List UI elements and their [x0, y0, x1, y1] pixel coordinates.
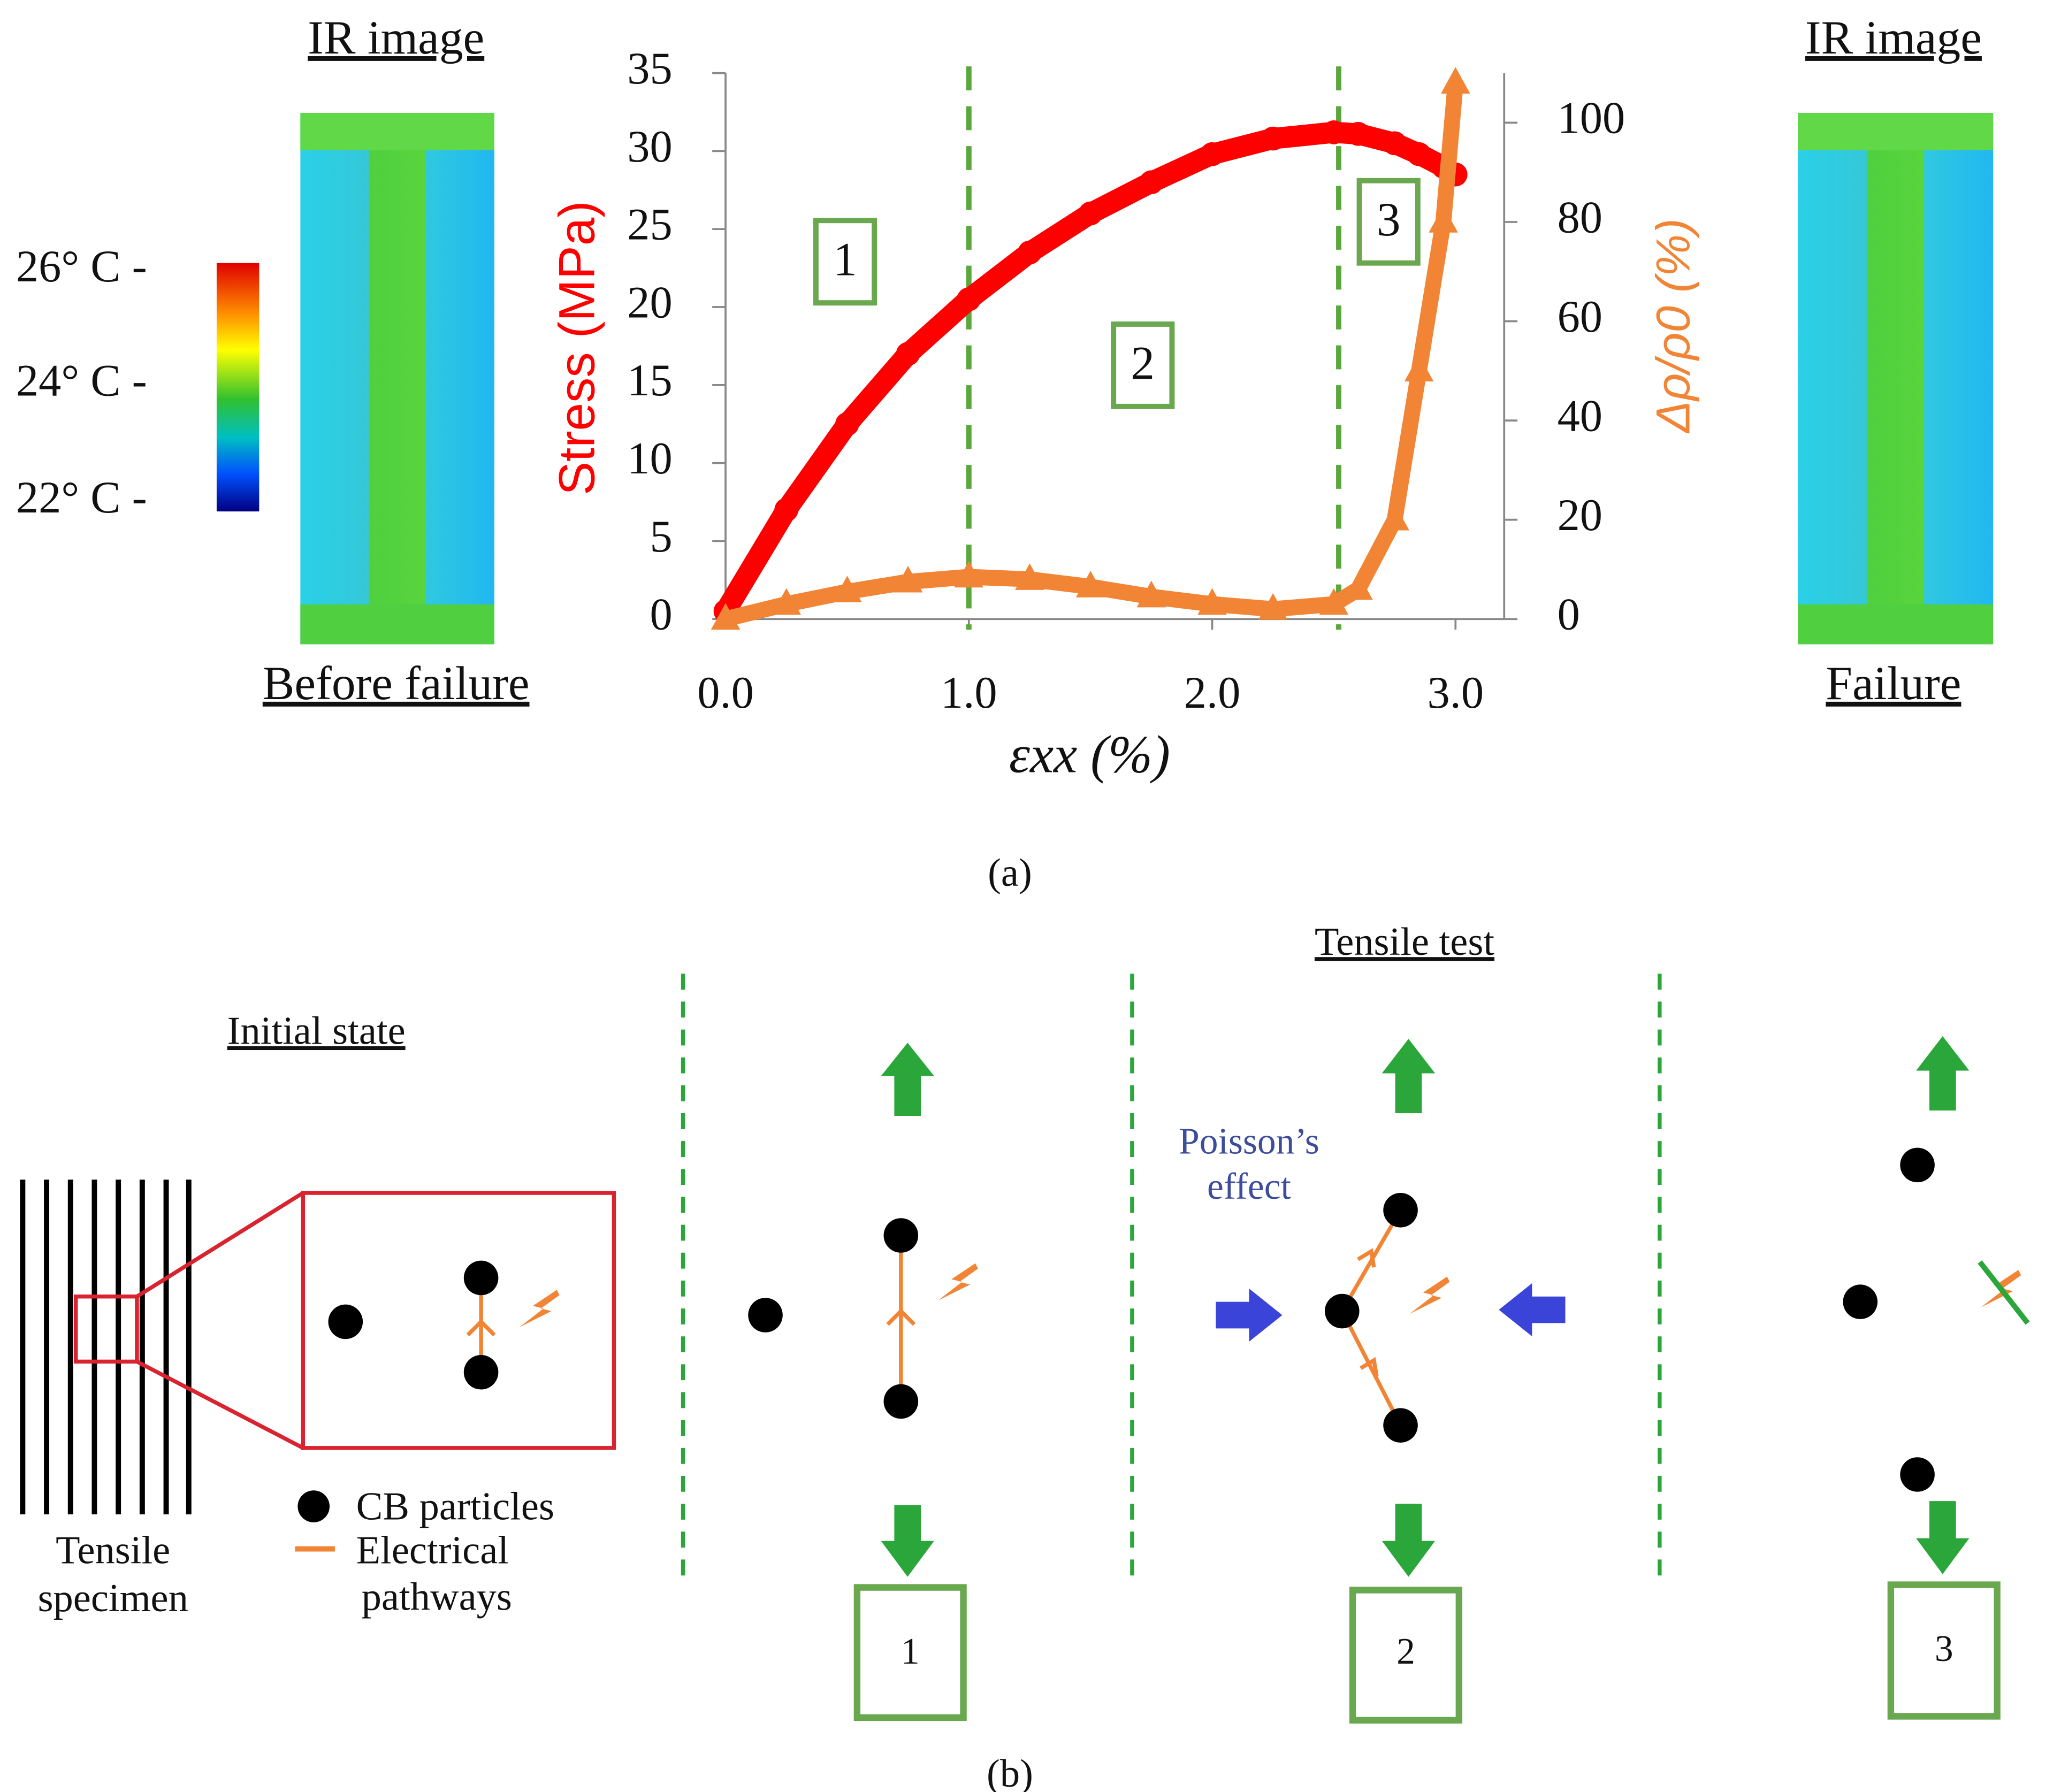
- y2-tick-label: 80: [1558, 193, 1602, 242]
- ir-title: IR image: [308, 11, 484, 64]
- x-tick-label: 1.0: [941, 668, 997, 718]
- colorbar-label: 24° C -: [16, 356, 147, 406]
- section-title: Initial state: [227, 1009, 406, 1053]
- load-arrow: [881, 1036, 1970, 1577]
- y2-tick-label: 60: [1558, 292, 1602, 342]
- point: [774, 497, 799, 522]
- y-tick-label: 0: [650, 590, 672, 640]
- ir-image: [300, 113, 494, 645]
- panel-label: (b): [987, 1752, 1033, 1792]
- x-tick-label: 3.0: [1428, 668, 1484, 718]
- point: [1078, 201, 1103, 226]
- broken-path: [1978, 1260, 2030, 1325]
- colorbar: [216, 263, 260, 512]
- section-title: Tensile test: [1315, 920, 1494, 964]
- point: [1015, 563, 1044, 590]
- point: [896, 342, 920, 366]
- legend-dot: [297, 1490, 330, 1522]
- y-tick-label: 5: [650, 512, 672, 562]
- point: [835, 412, 859, 436]
- y2-tick-label: 100: [1558, 94, 1625, 143]
- point: [1322, 120, 1346, 144]
- stage-box: [853, 1581, 2001, 1724]
- point: [957, 287, 981, 311]
- specimen-label: specimen: [38, 1576, 188, 1620]
- point: [1319, 588, 1349, 615]
- region-box: [813, 218, 877, 306]
- point: [954, 561, 984, 588]
- colorbar-label: 26° C -: [16, 242, 147, 292]
- region-label: 3: [1377, 193, 1401, 246]
- y-tick-label: 15: [627, 356, 672, 405]
- x-tick-label: 0.0: [697, 668, 754, 718]
- point: [1380, 503, 1409, 531]
- panel-label: (a): [988, 851, 1032, 895]
- y2-tick-label: 0: [1558, 590, 1580, 640]
- divider: [681, 974, 1662, 1581]
- region-label: 2: [1131, 336, 1155, 389]
- point: [833, 576, 862, 603]
- legend-label: Electrical: [356, 1529, 509, 1573]
- point: [1344, 573, 1373, 600]
- ir-caption: Before failure: [263, 657, 530, 710]
- stage-label: 2: [1396, 1631, 1415, 1672]
- region-box: [1356, 178, 1421, 266]
- point: [1075, 571, 1105, 598]
- zoom-box: [73, 1191, 616, 1450]
- region-box: [1111, 321, 1175, 409]
- ir-caption: Failure: [1826, 657, 1961, 710]
- point: [1197, 588, 1227, 615]
- specimen-label: Tensile: [56, 1529, 170, 1573]
- y-tick-label: 30: [627, 122, 672, 172]
- point: [1136, 580, 1166, 608]
- point: [1429, 206, 1458, 233]
- point: [1258, 593, 1288, 620]
- x-tick-label: 2.0: [1184, 668, 1241, 718]
- y2-axis-label: Δρ/ρ0 (%): [1646, 218, 1700, 434]
- poisson-arrow: [1216, 1283, 1566, 1342]
- y-tick-label: 25: [627, 200, 672, 250]
- poisson-label: Poisson’s: [1179, 1121, 1319, 1162]
- y-tick-label: 20: [627, 278, 672, 327]
- stage-label: 1: [901, 1631, 920, 1672]
- point: [893, 565, 923, 593]
- series-line: [723, 82, 1464, 627]
- colorbar-label: 22° C -: [16, 473, 147, 523]
- point: [1018, 240, 1042, 265]
- point: [1407, 142, 1431, 166]
- ir-title: IR image: [1805, 11, 1982, 64]
- poisson-label: effect: [1207, 1166, 1291, 1207]
- y2-tick-label: 20: [1558, 491, 1602, 540]
- ir-clamp: [1798, 113, 1994, 150]
- point: [772, 588, 802, 615]
- point: [1404, 355, 1434, 382]
- cb-particle: [328, 1147, 1935, 1492]
- ir-clamp: [300, 113, 494, 150]
- legend-label: CB particles: [356, 1485, 554, 1529]
- y2-tick-label: 40: [1558, 391, 1602, 441]
- series-line: [716, 121, 1462, 617]
- region-label: 1: [833, 233, 857, 286]
- point: [1440, 67, 1470, 94]
- point: [1200, 142, 1224, 166]
- point: [1139, 170, 1164, 195]
- point: [711, 603, 741, 630]
- point: [1261, 126, 1285, 151]
- y-axis-label: Stress (MPa): [548, 201, 605, 495]
- y-tick-label: 10: [627, 434, 672, 484]
- ir-image: [1798, 113, 1994, 645]
- ir-clamp: [1798, 604, 1994, 645]
- point: [1346, 121, 1370, 146]
- stage-label: 3: [1935, 1628, 1953, 1670]
- x-axis-label: εxx (%): [1009, 725, 1170, 784]
- y-tick-label: 35: [627, 44, 672, 94]
- point: [1383, 131, 1407, 156]
- legend-label: pathways: [362, 1575, 512, 1619]
- specimen: [20, 1180, 192, 1514]
- ir-clamp: [300, 604, 494, 645]
